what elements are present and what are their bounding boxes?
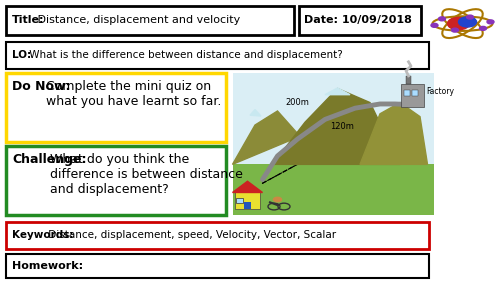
FancyBboxPatch shape <box>412 90 418 96</box>
Text: Factory: Factory <box>426 87 454 96</box>
FancyBboxPatch shape <box>401 84 423 107</box>
Text: Homework:: Homework: <box>12 261 83 271</box>
Text: Title:: Title: <box>12 15 44 25</box>
Circle shape <box>438 17 446 21</box>
FancyBboxPatch shape <box>232 73 434 215</box>
Polygon shape <box>360 103 428 164</box>
Text: Date: 10/09/2018: Date: 10/09/2018 <box>304 15 412 25</box>
Text: 120m: 120m <box>330 122 354 131</box>
Text: Do Now:: Do Now: <box>12 80 70 93</box>
Text: What is the difference between distance and displacement?: What is the difference between distance … <box>26 51 343 60</box>
Polygon shape <box>272 89 400 164</box>
Circle shape <box>480 26 486 30</box>
Circle shape <box>458 17 476 27</box>
Circle shape <box>431 23 438 27</box>
Text: Keywords:: Keywords: <box>12 230 74 240</box>
FancyBboxPatch shape <box>232 164 434 215</box>
Polygon shape <box>232 181 262 192</box>
FancyBboxPatch shape <box>244 202 252 209</box>
Polygon shape <box>250 110 261 116</box>
Text: Complete the mini quiz on
what you have learnt so far.: Complete the mini quiz on what you have … <box>46 80 222 108</box>
FancyBboxPatch shape <box>6 254 428 278</box>
FancyBboxPatch shape <box>406 76 411 84</box>
FancyBboxPatch shape <box>6 146 226 215</box>
FancyBboxPatch shape <box>6 42 428 69</box>
Text: Challenge:: Challenge: <box>12 153 86 166</box>
FancyBboxPatch shape <box>6 6 294 35</box>
Text: Distance, displacement, speed, Velocity, Vector, Scalar: Distance, displacement, speed, Velocity,… <box>45 230 336 240</box>
FancyBboxPatch shape <box>404 90 409 96</box>
FancyBboxPatch shape <box>6 222 428 249</box>
Polygon shape <box>325 88 350 95</box>
Circle shape <box>274 197 281 202</box>
FancyBboxPatch shape <box>235 192 260 209</box>
Polygon shape <box>232 111 300 164</box>
Text: 200m: 200m <box>285 98 309 107</box>
FancyBboxPatch shape <box>298 6 421 35</box>
Circle shape <box>448 17 469 30</box>
FancyBboxPatch shape <box>236 198 242 203</box>
Text: LO:: LO: <box>12 51 31 60</box>
Circle shape <box>466 15 473 19</box>
Circle shape <box>487 20 494 24</box>
Circle shape <box>452 28 458 32</box>
Text: What do you think the
difference is between distance
and displacement?: What do you think the difference is betw… <box>50 153 242 196</box>
Text: Distance, displacement and velocity: Distance, displacement and velocity <box>34 15 240 25</box>
FancyBboxPatch shape <box>6 73 226 142</box>
